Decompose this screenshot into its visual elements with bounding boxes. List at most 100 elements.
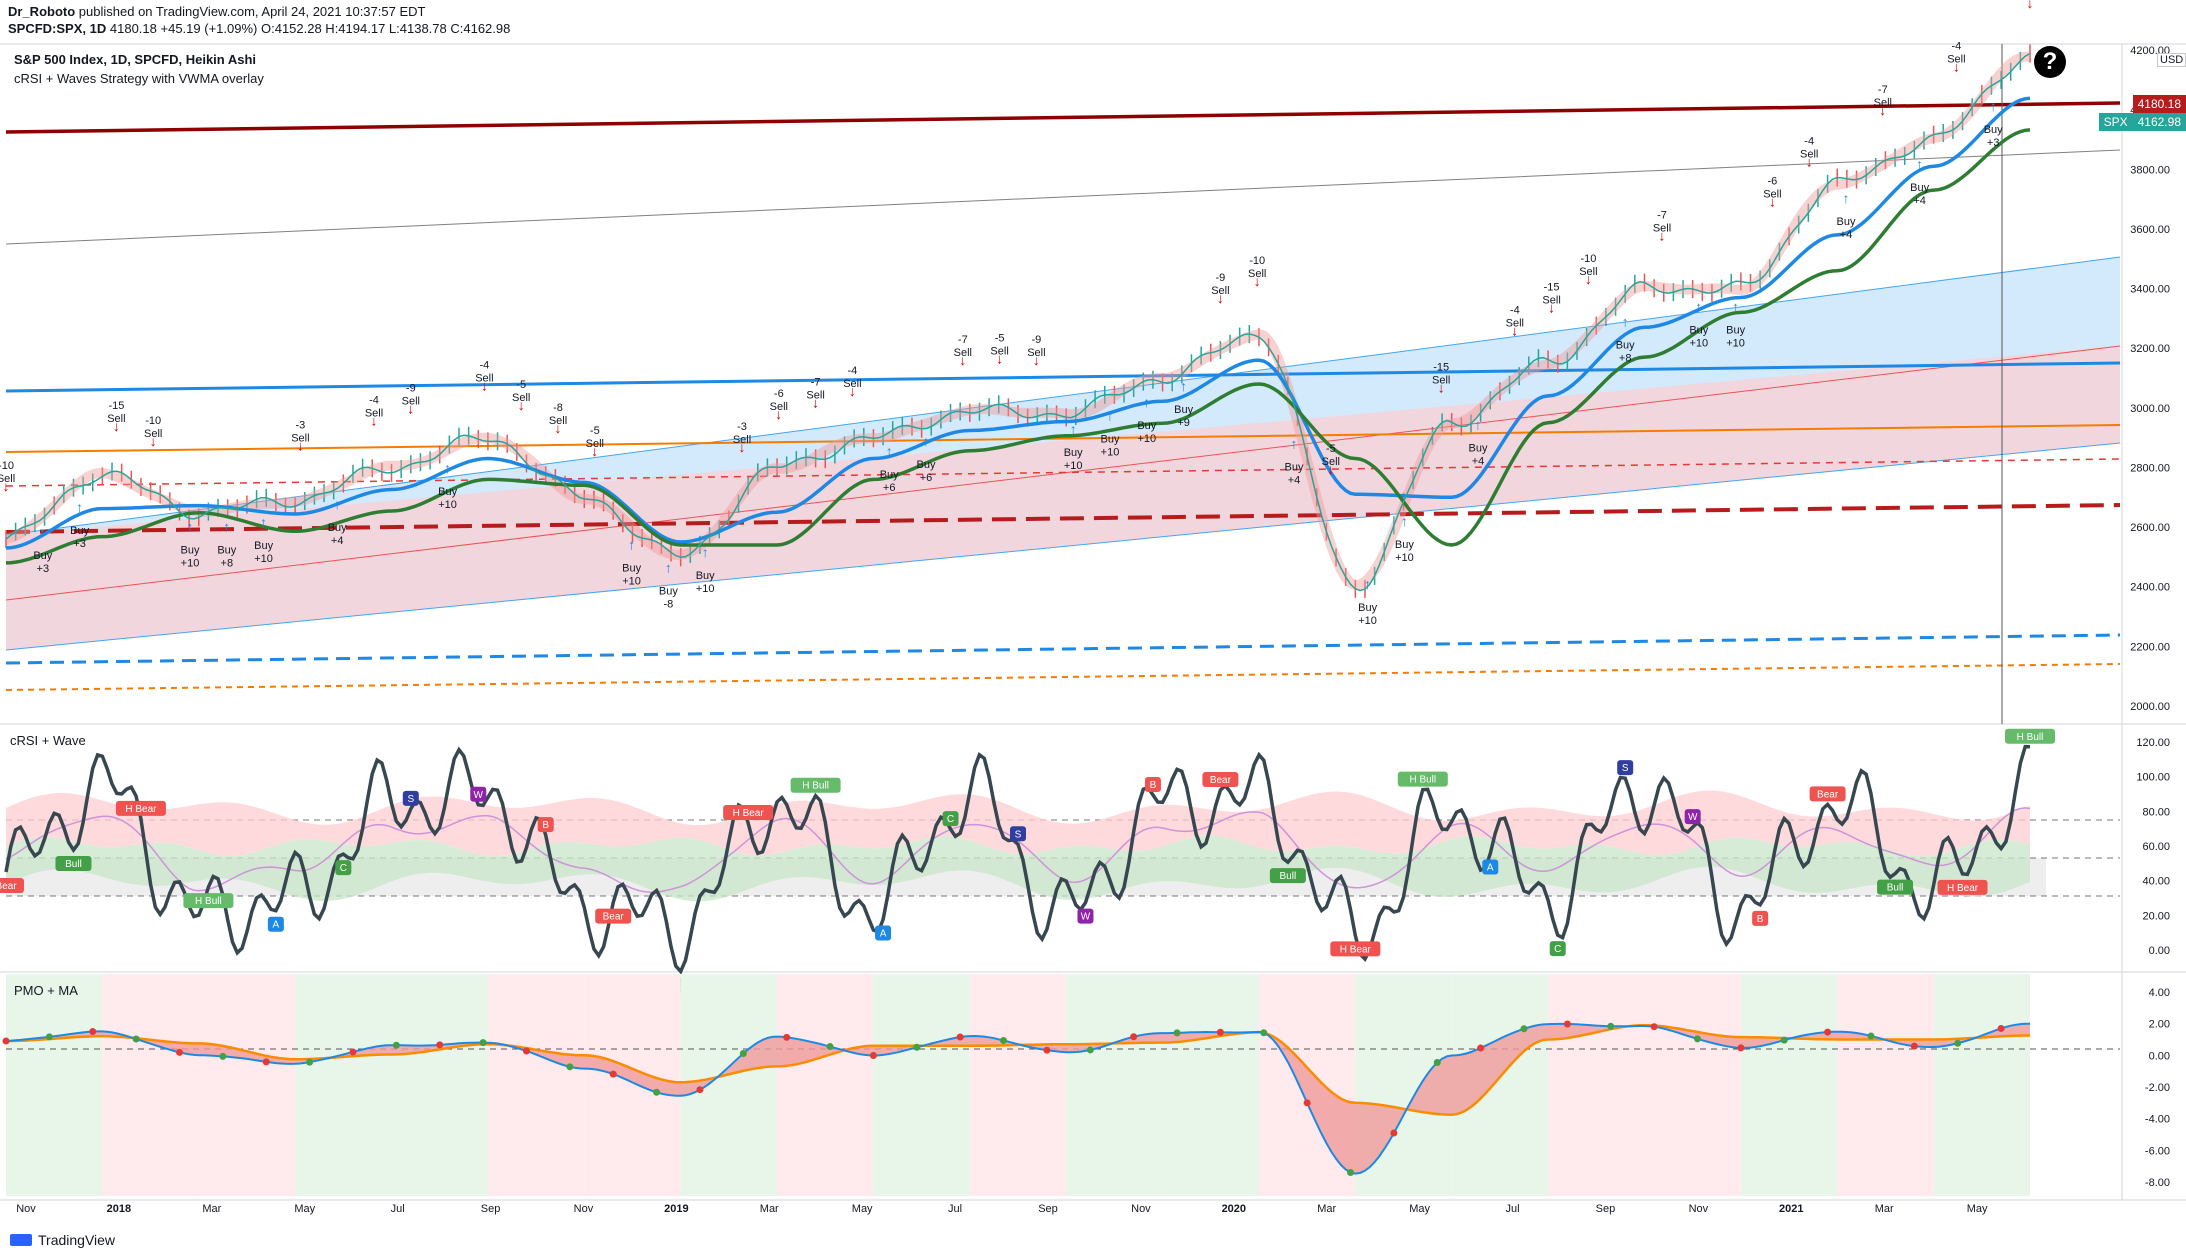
tradingview-logo[interactable]: TradingView	[10, 1232, 115, 1248]
sell-arrow-icon: ↓	[1511, 323, 1518, 339]
buy-arrow-icon: ↑	[1401, 513, 1408, 529]
signal-value: Buy	[1101, 434, 1120, 446]
signal-value: -4	[1510, 305, 1520, 317]
pmo-cross-dot	[1607, 1022, 1615, 1030]
sell-arrow-icon: ↓	[518, 397, 525, 413]
pmo-axis-tick: -4.00	[2145, 1114, 2170, 1126]
time-axis-tick: Jul	[1506, 1203, 1520, 1215]
red-dashed-thick	[5, 503, 2121, 534]
time-axis-tick: Mar	[760, 1203, 779, 1215]
signal-value: -15	[1433, 362, 1449, 374]
sell-arrow-icon: ↓	[1879, 102, 1886, 118]
blue-horizontal	[5, 361, 2121, 393]
pane-title[interactable]: S&P 500 Index, 1D, SPCFD, Heikin Ashi	[14, 52, 257, 67]
crsi-label-text: B	[1757, 914, 1764, 925]
pmo-title[interactable]: PMO + MA	[14, 983, 78, 998]
symbol-price-tag: SPX 4162.98	[2098, 113, 2186, 131]
pmo-cross-dot	[1043, 1046, 1051, 1054]
crsi-label-box	[1482, 859, 1499, 875]
buy-arrow-icon: ↑	[223, 519, 230, 535]
signal-value: -6	[1768, 175, 1778, 187]
channel-lower-fill	[6, 346, 2120, 650]
signal-value: -3	[737, 421, 747, 433]
signal-value: Buy	[1137, 420, 1156, 432]
signal-label: Sell	[1248, 268, 1266, 280]
pane-subtitle[interactable]: cRSI + Waves Strategy with VWMA overlay	[14, 71, 264, 86]
buy-arrow-icon: ↑	[1622, 313, 1629, 329]
signal-value: -7	[1657, 210, 1667, 222]
buy-arrow-icon: ↑	[1990, 98, 1997, 114]
help-icon[interactable]: ?	[2034, 46, 2066, 78]
pmo-cross-dot	[2, 1037, 10, 1045]
pmo-cross-dot	[913, 1043, 921, 1051]
signal-label: Sell	[1322, 456, 1340, 468]
buy-arrow-icon: ↑	[39, 524, 46, 540]
signal-value: -10	[1249, 255, 1265, 267]
publisher-name[interactable]: Dr_Roboto	[8, 4, 76, 19]
signal-value: Buy	[1837, 216, 1856, 228]
time-axis-tick: 2019	[664, 1203, 688, 1215]
crsi-label-box	[875, 925, 892, 941]
signal-value: -7	[811, 377, 821, 389]
signal-value: Buy	[1616, 339, 1635, 351]
pmo-axis: -8.00 -6.00 -4.00 -2.00 0.00 2.00 4.00	[2145, 987, 2170, 1189]
crsi-axis-tick: 120.00	[2136, 737, 2170, 749]
signal-label: +6	[920, 472, 933, 484]
buy-arrow-icon: ↑	[444, 460, 451, 476]
signal-label: Sell	[954, 347, 972, 359]
signal-label: Sell	[1874, 97, 1892, 109]
crsi-label-text: S	[1622, 763, 1629, 774]
red-dashed-thin	[5, 458, 2121, 487]
sell-arrow-icon: ↓	[297, 437, 304, 453]
sell-arrow-icon: ↓	[591, 443, 598, 459]
buy-arrow-icon: ↑	[1732, 299, 1739, 315]
sell-arrow-icon: ↓	[1548, 299, 1555, 315]
crsi-label-text: W	[1688, 812, 1698, 823]
sell-arrow-icon: ↓	[959, 352, 966, 368]
signal-value: -10	[145, 415, 161, 427]
sell-arrow-icon: ↓	[407, 400, 414, 416]
signal-value: Buy	[1910, 182, 1929, 194]
crsi-label-text: Bull	[65, 859, 82, 870]
pmo-cross-dot	[1173, 1029, 1181, 1037]
pmo-cross-dot	[956, 1033, 964, 1041]
crsi-label-box	[1877, 879, 1914, 895]
crsi-label-box	[595, 908, 632, 924]
crsi-title[interactable]: cRSI + Wave	[10, 733, 86, 748]
pmo-cross-dot	[175, 1048, 183, 1056]
signal-label: +4	[1913, 195, 1926, 207]
pmo-axis-tick: -8.00	[2145, 1177, 2170, 1189]
price-axis-tick: 3000.00	[2130, 403, 2170, 415]
currency-label[interactable]: USD	[2157, 53, 2186, 67]
buy-arrow-icon: ↑	[1070, 421, 1077, 437]
buy-arrow-icon: ↑	[1291, 435, 1298, 451]
sell-arrow-icon: ↓	[1806, 154, 1813, 170]
crsi-label-box	[2005, 728, 2055, 744]
signal-label: +10	[438, 499, 457, 511]
pmo-bg-segment	[1837, 974, 1934, 1196]
pmo-cross-dot	[1867, 1032, 1875, 1040]
signal-value: Buy	[880, 469, 899, 481]
sell-arrow-icon: ↓	[1585, 271, 1592, 287]
signal-label: Sell	[402, 395, 420, 407]
signal-value: -15	[108, 400, 124, 412]
sell-arrow-icon: ↓	[849, 383, 856, 399]
pmo-bg-segment	[777, 974, 874, 1196]
signal-value: Buy	[1469, 442, 1488, 454]
signal-label: Sell	[2021, 0, 2039, 2]
buy-arrow-icon: ↑	[260, 514, 267, 530]
signal-label: +8	[221, 558, 234, 570]
pmo-cross-dot	[566, 1063, 574, 1071]
pmo-cross-dot	[739, 1049, 747, 1057]
pmo-cross-dot	[1347, 1168, 1355, 1176]
time-axis: Nov 2018 Mar May Jul Sep Nov 2019 Mar May Jul Sep No…	[16, 1203, 1988, 1215]
signal-value: -5	[516, 379, 526, 391]
pmo-bg-segment	[873, 974, 970, 1196]
pmo-cross-dot	[1824, 1028, 1832, 1036]
signal-label: Sell	[770, 401, 788, 413]
signal-label: +4	[1472, 455, 1485, 467]
signal-label: +6	[883, 482, 896, 494]
signal-label: Sell	[843, 378, 861, 390]
price-line	[5, 52, 2031, 592]
